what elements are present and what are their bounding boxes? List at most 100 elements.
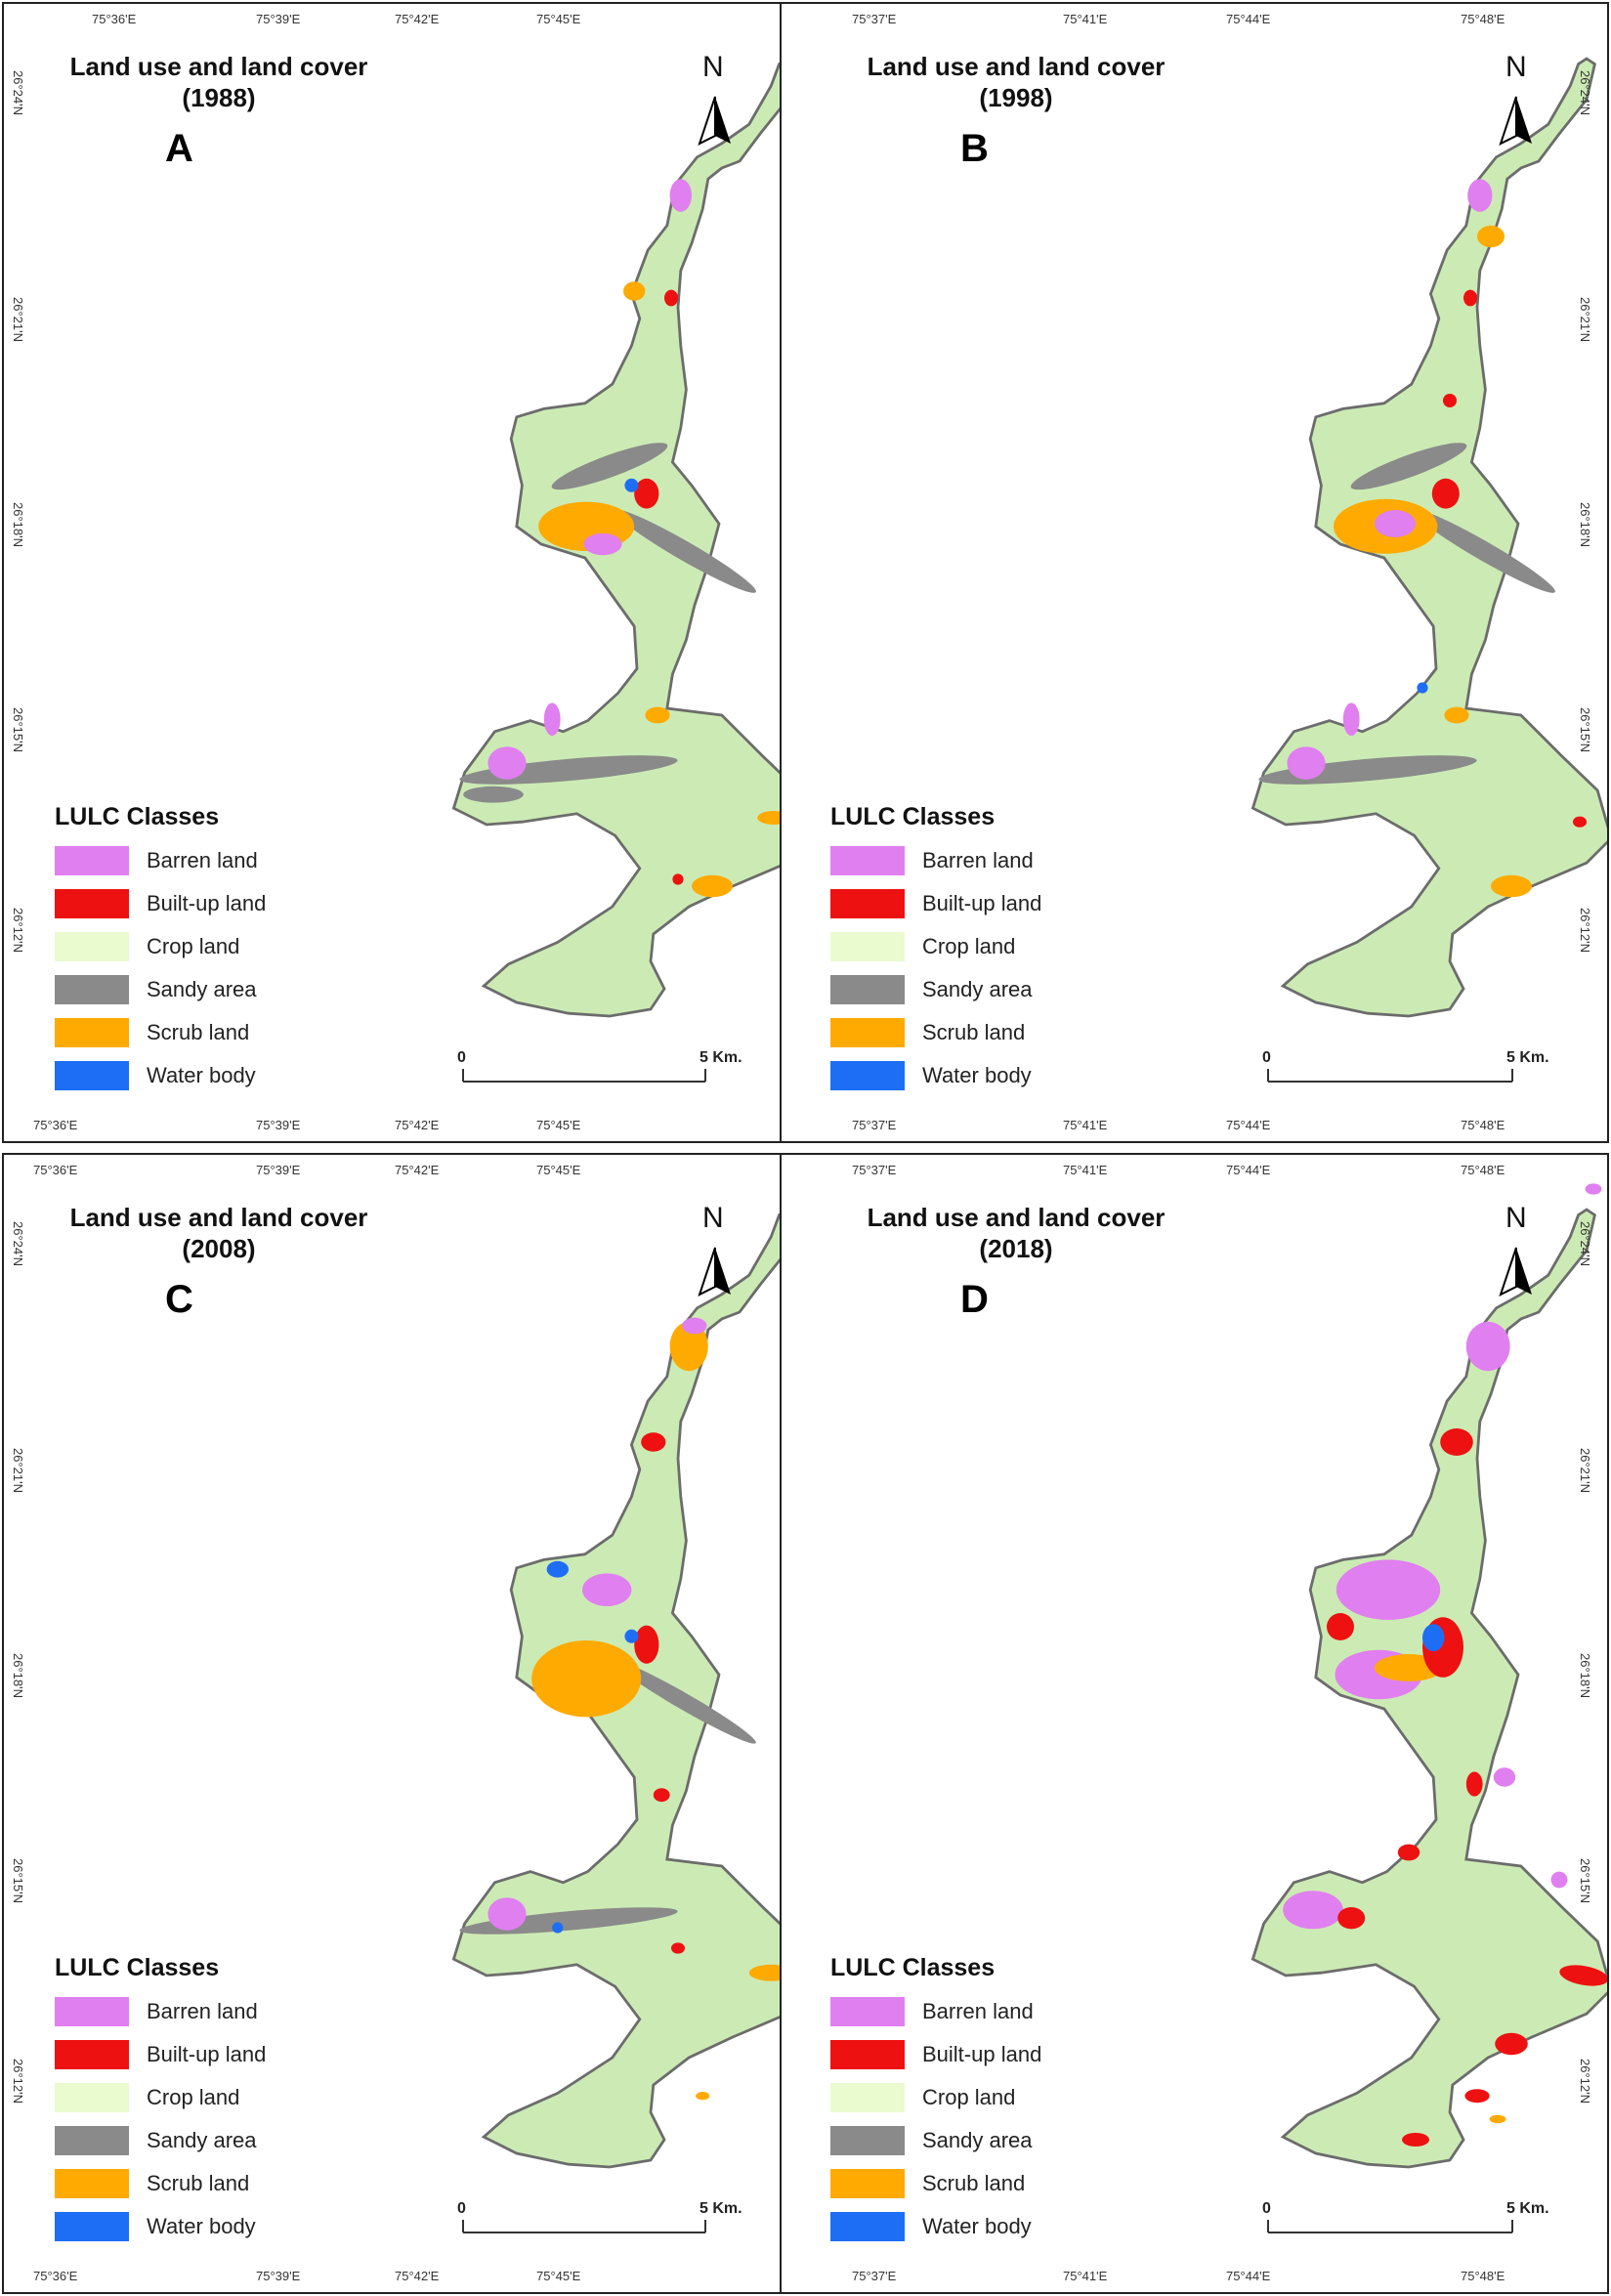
barren-land-patch xyxy=(583,532,622,556)
scrub-land-patch xyxy=(669,1321,708,1372)
lat-tick-2: 26°21'N xyxy=(1578,297,1592,342)
built-up-land-patch xyxy=(1337,1907,1366,1930)
bottom-tick-4: 75°45'E xyxy=(536,2269,581,2283)
legend-swatch xyxy=(830,1997,905,2026)
map-title-text: Land use and land cover xyxy=(867,1203,1166,1232)
barren-land-patch xyxy=(1465,1321,1510,1372)
top-tick-4: 75°45'E xyxy=(536,12,581,26)
water-body-patch xyxy=(552,1922,564,1934)
north-label: N xyxy=(702,1202,724,1234)
legend-swatch xyxy=(55,2169,129,2198)
legend-title: LULC Classes xyxy=(55,803,220,830)
barren-land-patch xyxy=(1585,1183,1602,1195)
legend-label: Crop land xyxy=(922,934,1016,958)
bottom-tick-2: 75°39'E xyxy=(256,2269,301,2283)
barren-land-patch xyxy=(488,1897,527,1931)
map-title: Land use and land cover (2008) xyxy=(43,1202,395,1264)
barren-land-patch xyxy=(543,702,561,736)
scrub-land-patch xyxy=(1491,874,1532,898)
legend-title: LULC Classes xyxy=(55,1954,220,1981)
lulc-features xyxy=(459,60,794,898)
legend-item-barren-land: Barren land xyxy=(830,839,1041,882)
legend-label: Built-up land xyxy=(922,891,1042,915)
study-area-outline xyxy=(1251,1208,1607,2169)
legend-swatch xyxy=(830,2169,905,2198)
top-tick-3: 75°44'E xyxy=(1226,12,1271,26)
legend-swatch xyxy=(55,2126,129,2155)
map-title: Land use and land cover (1998) xyxy=(840,51,1192,113)
bottom-tick-3: 75°44'E xyxy=(1226,2269,1271,2283)
legend-title: LULC Classes xyxy=(830,803,996,830)
lat-tick-1: 26°24'N xyxy=(1578,70,1592,115)
map-svg xyxy=(1251,57,1607,1083)
lat-tick-1: 26°24'N xyxy=(11,1221,25,1266)
scale-start: 0 xyxy=(457,1049,466,1066)
built-up-land-patch xyxy=(1573,816,1587,828)
barren-land-patch xyxy=(669,179,692,212)
legend-swatch xyxy=(55,2212,129,2241)
legend-label: Scrub land xyxy=(922,1020,1026,1044)
scrub-land-patch xyxy=(645,706,670,724)
legend-item-crop-land: Crop land xyxy=(55,2076,266,2119)
water-body-patch xyxy=(1417,682,1428,694)
bottom-tick-3: 75°44'E xyxy=(1226,1118,1271,1132)
built-up-land-patch xyxy=(664,289,678,307)
map-title: Land use and land cover (2018) xyxy=(840,1202,1192,1264)
water-body-patch xyxy=(624,1629,639,1643)
built-up-land-patch xyxy=(634,1625,659,1664)
built-up-land-patch xyxy=(1397,1844,1420,1861)
scale-end: 5 Km. xyxy=(1506,1049,1549,1066)
legend-label: Scrub land xyxy=(922,2171,1026,2195)
legend-swatch xyxy=(55,932,129,961)
bottom-tick-4: 75°48'E xyxy=(1461,2269,1505,2283)
scale-bar xyxy=(462,2220,706,2233)
lat-tick-5: 26°12'N xyxy=(11,908,25,953)
scale-start: 0 xyxy=(1262,2200,1271,2217)
legend-item-built-up-land: Built-up land xyxy=(55,2033,266,2076)
top-tick-3: 75°44'E xyxy=(1226,1163,1271,1177)
top-tick-2: 75°41'E xyxy=(1063,12,1108,26)
legend-label: Sandy area xyxy=(147,2128,257,2152)
barren-land-patch xyxy=(1493,1767,1516,1787)
lat-tick-4: 26°15'N xyxy=(11,1858,25,1903)
lat-tick-3: 26°18'N xyxy=(11,1653,25,1698)
lat-tick-1: 26°24'N xyxy=(1578,1221,1592,1266)
barren-land-patch xyxy=(1283,1891,1343,1930)
legend-item-sandy-area: Sandy area xyxy=(830,968,1041,1011)
legend-swatch xyxy=(55,2040,129,2069)
built-up-land-patch xyxy=(1402,2133,1429,2147)
scale-start: 0 xyxy=(1262,1049,1271,1066)
top-tick-4: 75°48'E xyxy=(1461,12,1505,26)
built-up-land-patch xyxy=(1327,1613,1354,1640)
map-year: (1988) xyxy=(182,83,256,112)
panel-letter: A xyxy=(165,127,193,170)
legend-swatch xyxy=(830,2083,905,2112)
bottom-tick-3: 75°42'E xyxy=(395,2269,440,2283)
legend-item-built-up-land: Built-up land xyxy=(830,882,1041,925)
legend-label: Built-up land xyxy=(147,891,267,915)
legend-swatch xyxy=(55,2083,129,2112)
map-panel-c: Land use and land cover (2008) C N 0 5 K… xyxy=(2,1153,803,2294)
north-label: N xyxy=(1505,51,1527,83)
legend-item-barren-land: Barren land xyxy=(830,1990,1041,2033)
legend-label: Scrub land xyxy=(147,2171,250,2195)
built-up-land-patch xyxy=(1495,2032,1528,2056)
bottom-tick-1: 75°36'E xyxy=(33,1118,78,1132)
legend: LULC Classes Barren land Built-up land Crop… xyxy=(830,803,1041,1097)
map-year: (2018) xyxy=(979,1234,1053,1263)
bottom-tick-4: 75°48'E xyxy=(1461,1118,1505,1132)
built-up-land-patch xyxy=(671,1942,685,1954)
north-arrow-icon xyxy=(1499,1247,1532,1297)
panel-letter: D xyxy=(960,1278,989,1321)
legend-swatch xyxy=(55,1018,129,1047)
legend-swatch xyxy=(830,932,905,961)
legend-swatch xyxy=(55,846,129,875)
legend-item-crop-land: Crop land xyxy=(830,2076,1041,2119)
lat-tick-2: 26°21'N xyxy=(11,297,25,342)
bottom-tick-2: 75°41'E xyxy=(1063,1118,1108,1132)
legend-title: LULC Classes xyxy=(830,1954,996,1981)
top-tick-1: 75°37'E xyxy=(852,12,897,26)
built-up-land-patch xyxy=(1443,394,1457,407)
scale-bar xyxy=(1267,1069,1513,1083)
legend-swatch xyxy=(55,889,129,918)
